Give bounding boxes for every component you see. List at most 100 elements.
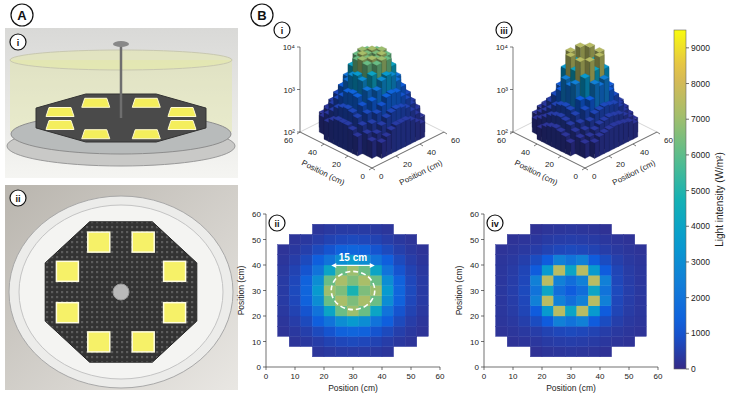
led-square [168,121,196,130]
heat-cell [324,245,336,255]
heat-cell [519,234,531,244]
cell-top [377,102,387,107]
tick-label: 5000 [691,186,710,196]
heat-cell [496,326,508,336]
heat-cell [542,285,554,295]
heat-cell [324,347,336,357]
heat-cell [507,234,519,244]
heat-cell [382,296,394,306]
heat-cell [588,336,600,346]
tick-label: 40 [470,261,479,270]
heat-cell [542,245,554,255]
tick [481,316,484,317]
tick [686,297,689,298]
tick-label: 10 [470,338,479,347]
tick [558,156,561,158]
heat-cell [507,245,519,255]
heat-cell [542,234,554,244]
heat-cell [394,234,406,244]
tick [263,316,266,317]
cell-top [367,46,377,51]
tick-label: 10 [509,372,518,381]
heat-cell [394,275,406,285]
arrow-head [331,263,336,268]
panel-label: i [281,26,284,36]
cell-side [556,130,561,151]
photo-frame [5,185,238,390]
heat-cell [530,224,542,234]
heat-cell [600,285,612,295]
cell-top [386,126,396,131]
heat-cell [635,275,647,285]
cell-side [362,132,367,156]
cell-top [377,138,387,143]
heat-cell [382,245,394,255]
heat-cell [554,306,566,316]
panel-label: B [257,8,266,23]
heat-cell [565,255,577,265]
tick [686,154,689,155]
tick-label: 0 [482,372,487,381]
cell-side [343,123,348,151]
heat-cell [312,255,324,265]
led-square [132,98,160,107]
cell-top [343,104,353,109]
tick [534,144,537,146]
heat-cell [600,275,612,285]
tick [686,226,689,227]
heat-cell [382,234,394,244]
cell-top [391,121,401,126]
heat-cell [405,265,417,275]
heat-cell [588,234,600,244]
heat-cell [336,285,348,295]
tick-label: 10 [291,372,300,381]
cell-top [595,52,605,57]
tick [481,265,484,266]
heat-cell [519,255,531,265]
heat-cell [554,326,566,336]
tick-label: 10² [496,128,508,137]
cell-top [382,71,392,76]
cell-top [377,46,387,51]
cell-side [609,127,614,151]
heat-cell [370,245,382,255]
led-square [132,232,154,252]
tick-label: 60 [436,372,445,381]
heat-cell [542,275,554,285]
tick-label: 30 [470,287,479,296]
heat-cell [312,285,324,295]
tick [686,83,689,84]
heat-cell [336,224,348,234]
heat-cell [312,316,324,326]
heat-cell [542,255,554,265]
heat-cell [623,275,635,285]
colorbar-scale [674,30,686,369]
cell-top [599,129,609,134]
heat-cell [312,245,324,255]
heat-cell [612,285,624,295]
heat-cell [612,245,624,255]
heat-cell [324,326,336,336]
cell-top [566,138,576,143]
tick-label: 50 [470,236,479,245]
tick [658,367,659,370]
surface-plot: 0204060020406010²10³10⁴Position (cm)Posi… [283,43,461,187]
annotation-text: 15 cm [339,252,367,263]
cell-top [358,51,368,56]
dish [9,196,233,388]
heat-cell [417,316,429,326]
cell-top [382,132,392,137]
heat-cell [507,336,519,346]
heat-cell [301,285,313,295]
cell-side [406,118,411,146]
tick-label: 3000 [691,257,710,267]
heat-cell [417,265,429,275]
heat-cell [588,296,600,306]
led-square [132,130,160,139]
tick [686,47,689,48]
heat-cell [382,347,394,357]
tick-label: 1000 [691,328,710,338]
heat-cell [600,347,612,357]
surface-cell [353,132,363,156]
heat-cell [394,336,406,346]
